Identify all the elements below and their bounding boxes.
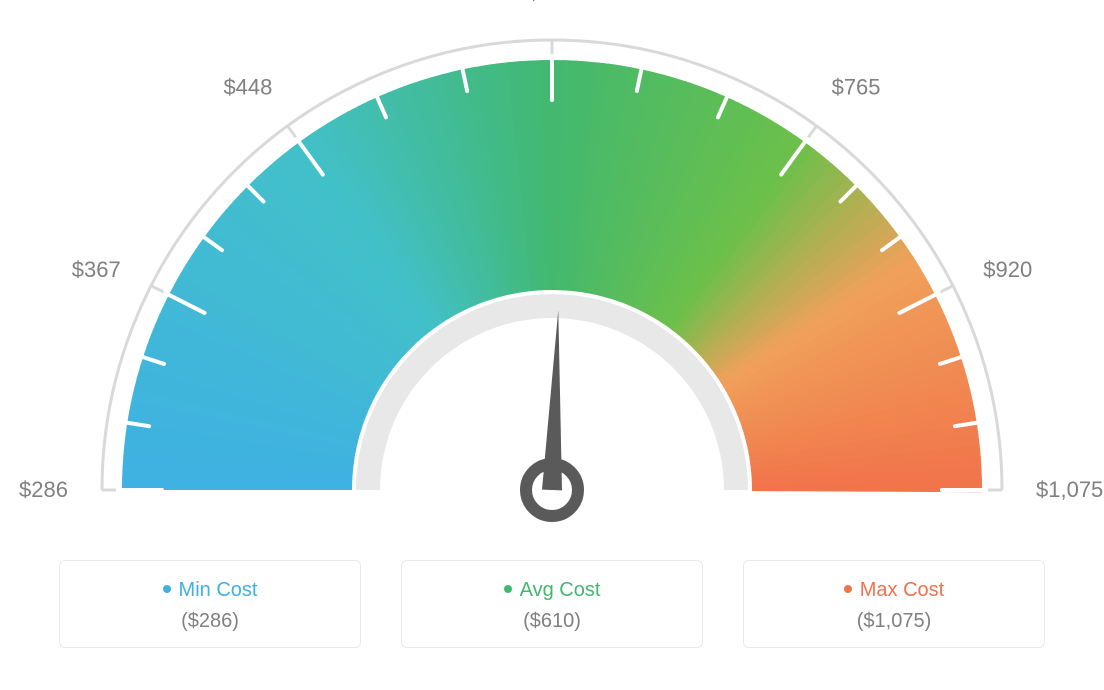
legend-row: Min Cost ($286) Avg Cost ($610) Max Cost ($1,… <box>0 560 1104 648</box>
legend-title-text: Min Cost <box>179 579 258 601</box>
gauge-tick-label: $920 <box>983 257 1032 283</box>
gauge-tick-label: $448 <box>223 75 272 101</box>
legend-title-text: Avg Cost <box>520 579 601 601</box>
legend-dot-icon <box>844 585 852 593</box>
gauge-tick-label: $367 <box>72 257 121 283</box>
gauge-chart-container: $286 $367 $448 $610 $765 $920 $1,075 Min Cost (… <box>0 0 1104 690</box>
gauge-tick-label: $765 <box>832 75 881 101</box>
legend-value: ($610) <box>402 610 702 633</box>
legend-dot-icon <box>504 585 512 593</box>
legend-card: Avg Cost ($610) <box>401 560 703 648</box>
legend-title: Max Cost <box>744 579 1044 602</box>
legend-title: Avg Cost <box>402 579 702 602</box>
legend-card: Min Cost ($286) <box>59 560 361 648</box>
gauge-svg <box>0 0 1104 560</box>
legend-title-text: Max Cost <box>860 579 944 601</box>
gauge-tick-label: $1,075 <box>1036 477 1103 503</box>
gauge-tick-label: $610 <box>528 0 577 6</box>
legend-card: Max Cost ($1,075) <box>743 560 1045 648</box>
gauge-area: $286 $367 $448 $610 $765 $920 $1,075 <box>0 0 1104 560</box>
legend-value: ($1,075) <box>744 610 1044 633</box>
legend-value: ($286) <box>60 610 360 633</box>
legend-dot-icon <box>163 585 171 593</box>
legend-title: Min Cost <box>60 579 360 602</box>
gauge-tick-label: $286 <box>19 477 68 503</box>
